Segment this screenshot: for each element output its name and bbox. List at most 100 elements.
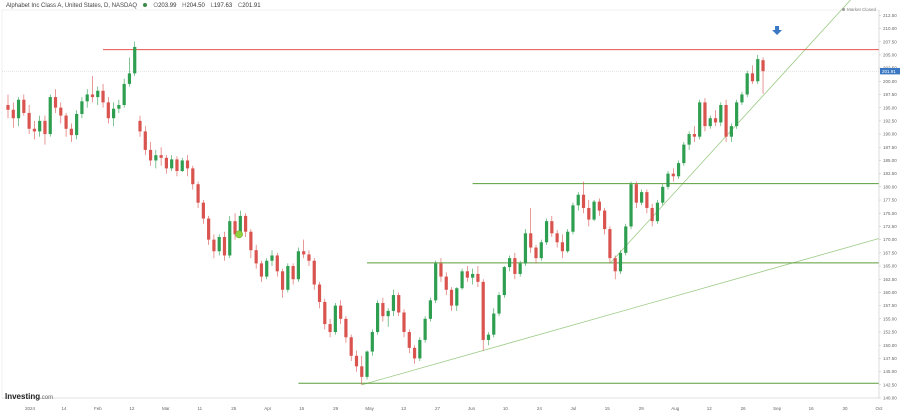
candle-body [713, 118, 718, 123]
price-tick-label: 197.50 [883, 92, 897, 97]
time-tick-label: Apr [264, 406, 272, 411]
candle-body [360, 366, 364, 377]
candle-body [170, 159, 174, 169]
time-tick-label: 10 [503, 406, 509, 411]
time-tick-label: 30 [843, 406, 849, 411]
candle-body [333, 305, 337, 333]
candle-body [618, 252, 623, 272]
candle-body [449, 289, 454, 306]
price-tick-label: 212.50 [883, 13, 897, 18]
short-trendline [609, 0, 851, 264]
candle-body [645, 192, 649, 208]
candle-body [386, 310, 390, 317]
candle-body [423, 318, 427, 340]
candle-body [381, 302, 385, 317]
candle-body [275, 255, 279, 272]
price-tick-label: 177.50 [883, 198, 897, 203]
candle-body [444, 276, 448, 290]
candle-body [212, 239, 216, 252]
time-tick-label: Feb [94, 406, 102, 411]
candle-body [492, 313, 496, 335]
candle-body [270, 255, 274, 261]
time-tick-label: Oct [875, 406, 883, 411]
time-tick-label: 12 [707, 406, 713, 411]
time-tick-label: 29 [639, 406, 645, 411]
market-status-icon [842, 8, 845, 12]
price-tick-label: 190.00 [883, 132, 897, 137]
candle-body [566, 231, 570, 252]
price-tick-label: 187.50 [883, 145, 897, 150]
candle-body [391, 295, 396, 311]
candle-body [207, 218, 211, 240]
price-tick-label: 210.00 [883, 26, 897, 31]
close-value: 201.91 [242, 3, 261, 9]
candle-body [634, 184, 638, 203]
candle-body [502, 267, 506, 296]
candle-body [523, 233, 528, 264]
close-label: C [237, 3, 243, 9]
candle-body [529, 233, 533, 248]
price-tick-label: 195.00 [883, 105, 897, 110]
candle-body [534, 247, 538, 259]
candle-body [196, 184, 200, 203]
candle-body [238, 215, 242, 235]
chart-header: Alphabet Inc Class A, United States, D, … [6, 3, 261, 9]
candle-body [407, 332, 411, 348]
candle-body [497, 295, 501, 314]
candle-body [201, 202, 205, 219]
price-tick-label: 180.00 [883, 184, 897, 189]
time-tick-label: Sep [773, 406, 782, 411]
candle-body [280, 271, 285, 290]
candle-body [254, 250, 258, 264]
time-axis: 2024 14 Feb 12 Mar 11 25 Apr 15 29 May 13 27 Jun 10 24 J… [2, 397, 883, 411]
candle-body [117, 105, 121, 109]
candle-body [508, 258, 512, 268]
time-tick-label: 14 [61, 406, 67, 411]
candle-body [96, 90, 100, 98]
candle-body [439, 263, 443, 277]
candle-body [434, 263, 438, 301]
time-tick-label: 25 [231, 406, 237, 411]
candle-body [592, 201, 596, 220]
candle-body [11, 109, 15, 119]
time-tick-label: 16 [809, 406, 815, 411]
candle-body [692, 134, 696, 137]
candle-body [412, 347, 417, 359]
candle-body [344, 318, 348, 338]
time-tick-label: Aug [671, 406, 680, 411]
candle-body [666, 173, 670, 187]
candle-body [217, 236, 221, 252]
price-tick-label: 170.00 [883, 237, 897, 242]
candle-body [154, 155, 158, 161]
candle-body [397, 295, 401, 313]
status-dot-icon [142, 3, 147, 7]
low-label: L [210, 3, 214, 9]
candle-body [460, 271, 464, 289]
candle-body [376, 302, 380, 333]
time-tick-label: 24 [537, 406, 543, 411]
candle-body [719, 105, 723, 123]
candle-body [80, 101, 84, 114]
candle-body [191, 168, 195, 185]
candle-body [159, 155, 163, 158]
down-arrow-icon [772, 26, 783, 35]
candle-body [328, 324, 332, 333]
markers: 201.91 [235, 26, 900, 239]
last-price-tag [880, 67, 900, 75]
candle-body [603, 210, 607, 230]
candle-body [64, 115, 68, 129]
candle-body [576, 194, 580, 206]
candle-body [69, 128, 73, 136]
candle-body [650, 207, 654, 222]
candle-body [48, 97, 52, 135]
candle-body [90, 94, 95, 98]
candle-body [312, 260, 316, 285]
candle-body [228, 221, 232, 256]
time-tick-label: 2024 [25, 406, 36, 411]
candle-body [682, 144, 686, 164]
candle-body [640, 192, 644, 203]
candle-body [486, 334, 491, 340]
candle-body [291, 266, 295, 280]
candle-body [175, 159, 179, 172]
